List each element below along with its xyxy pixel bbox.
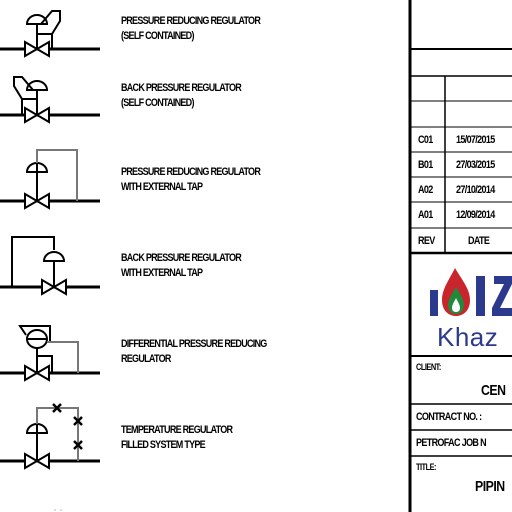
- petrofac-job-no-label: PETROFAC JOB N: [416, 437, 487, 449]
- legend-label-temperature-regulator: TEMPERATURE REGULATOR FILLED SYSTEM TYPE: [121, 424, 233, 451]
- revision-date-header: DATE: [468, 235, 490, 247]
- legend-label-differential-pressure: DIFFERENTIAL PRESSURE REDUCING REGULATOR: [121, 338, 267, 365]
- revision-rev-c01: C01: [418, 134, 433, 146]
- contract-no-label: CONTRACT NO. :: [416, 411, 482, 423]
- pressure-reducing-regulator-ext-tap-symbol: [0, 149, 100, 210]
- title-value: PIPIN: [475, 478, 505, 495]
- revision-rev-a01: A01: [418, 209, 433, 221]
- temperature-regulator-symbol: [0, 403, 100, 470]
- revision-date-c01: 15/07/2015: [456, 134, 495, 146]
- legend-label-pressure-reducing-ext-tap: PRESSURE REDUCING REGULATOR WITH EXTERNA…: [121, 166, 261, 193]
- revision-rev-header: REV: [418, 235, 435, 247]
- back-pressure-regulator-ext-tap-symbol: [0, 236, 100, 296]
- legend-label-back-pressure-ext-tap: BACK PRESSURE REGULATOR WITH EXTERNAL TA…: [121, 252, 242, 279]
- title-label: TITLE:: [416, 462, 437, 472]
- revision-rev-a02: A02: [418, 184, 433, 196]
- back-pressure-regulator-symbol: [0, 76, 100, 124]
- company-logo-text: Khaz: [437, 322, 499, 352]
- client-value: CEN: [481, 382, 506, 399]
- company-logo-icon: [430, 268, 512, 316]
- revision-date-a01: 12/09/2014: [456, 209, 495, 221]
- legend-label-back-pressure: BACK PRESSURE REGULATOR (SELF CONTAINED): [121, 82, 242, 109]
- revision-date-b01: 27/03/2015: [456, 159, 495, 171]
- pressure-reducing-regulator-symbol: [0, 10, 100, 58]
- title-block-frame: [408, 0, 512, 512]
- differential-pressure-regulator-symbol: [0, 325, 100, 382]
- client-label: CLIENT:: [416, 362, 441, 372]
- legend-label-pressure-reducing: PRESSURE REDUCING REGULATOR (SELF CONTAI…: [121, 15, 261, 42]
- revision-rev-b01: B01: [418, 159, 433, 171]
- revision-date-a02: 27/10/2014: [456, 184, 495, 196]
